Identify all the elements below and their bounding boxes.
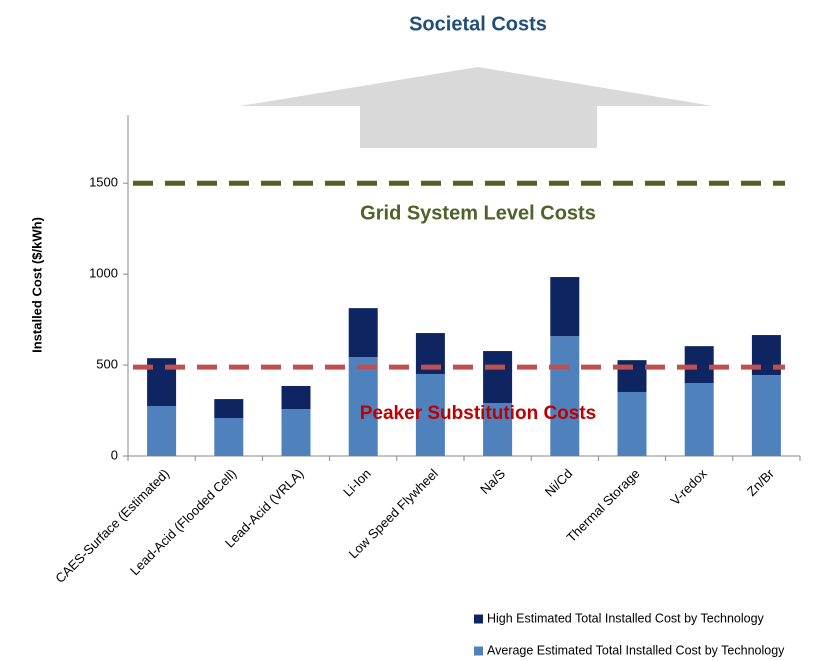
bar-segment: [415, 373, 445, 456]
legend-swatch: [474, 614, 483, 624]
bar-segment: [550, 336, 580, 456]
y-tick-label: 0: [111, 447, 118, 462]
bar-segment: [348, 308, 378, 358]
bar-segment: [147, 405, 177, 456]
y-axis-label: Installed Cost ($/kWh): [29, 217, 44, 353]
legend-label: Average Estimated Total Installed Cost b…: [487, 643, 785, 657]
bar-segment: [214, 417, 244, 456]
y-tick-label: 500: [96, 357, 118, 372]
reference-label: Peaker Substitution Costs: [360, 403, 597, 424]
bar-segment: [214, 399, 244, 418]
legend-label: High Estimated Total Installed Cost by T…: [487, 611, 765, 625]
bar-segment: [751, 375, 781, 456]
bar-segment: [281, 409, 311, 456]
x-tick-label: Na/S: [477, 466, 508, 497]
x-tick-label: Ni/Cd: [542, 466, 576, 500]
y-tick-label: 1500: [89, 175, 118, 190]
arrow: [240, 67, 713, 148]
reference-label: Grid System Level Costs: [360, 202, 596, 224]
chart-title: Societal Costs: [409, 13, 547, 35]
bar-segment: [483, 351, 513, 404]
x-tick-label: Zn/Br: [744, 465, 778, 499]
x-tick-label: CAES-Surface (Estimated): [52, 466, 172, 586]
bar-segment: [348, 357, 378, 456]
x-tick-label: Thermal Storage: [563, 466, 642, 545]
bar-segment: [483, 403, 513, 456]
bar-segment: [281, 385, 311, 410]
bar-segment: [684, 383, 714, 456]
y-tick-label: 1000: [89, 266, 118, 281]
legend-swatch: [474, 646, 483, 656]
bar-segment: [550, 277, 580, 337]
bar-segment: [617, 391, 647, 456]
x-tick-label: Li-Ion: [340, 466, 374, 500]
x-tick-label: V-redox: [667, 466, 710, 509]
